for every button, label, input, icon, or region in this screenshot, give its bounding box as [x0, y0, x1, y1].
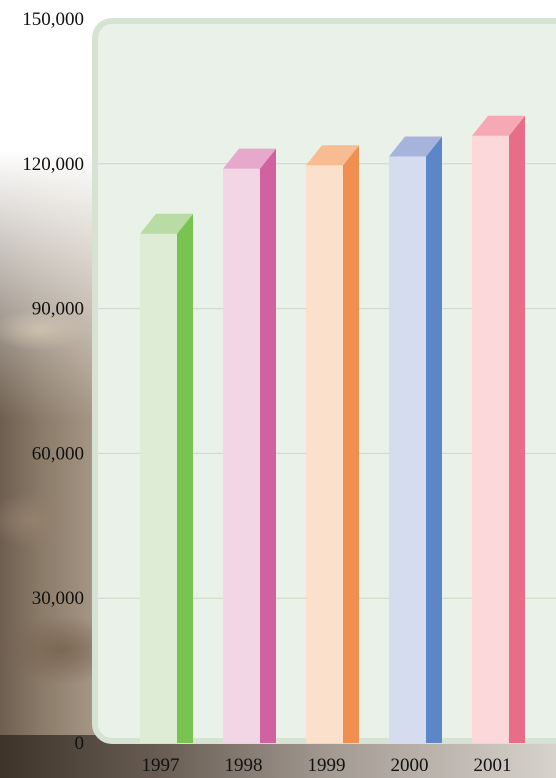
bar-side-face — [260, 148, 276, 744]
y-axis-ticks: 0 30,000 60,000 90,000 120,000 150,000 — [22, 9, 84, 754]
bar-front-face — [306, 165, 343, 744]
bar-1997 — [140, 213, 193, 743]
bar-2001 — [472, 115, 525, 744]
bar-front-face — [140, 233, 177, 743]
y-tick-label: 0 — [75, 733, 85, 754]
x-axis-ticks: 1997 1998 1999 2000 2001 — [142, 755, 512, 776]
bar-top-face — [472, 115, 525, 136]
bar-1998 — [223, 148, 276, 744]
x-tick-label: 2000 — [391, 755, 429, 776]
y-tick-label: 120,000 — [22, 154, 84, 175]
x-tick-label: 1998 — [225, 755, 263, 776]
bar-top-face — [389, 136, 442, 157]
bar-2000 — [389, 136, 442, 743]
bar-top-face — [140, 213, 193, 234]
y-tick-label: 90,000 — [32, 299, 84, 320]
bar-front-face — [223, 168, 260, 744]
bars — [140, 115, 525, 744]
x-tick-label: 2001 — [474, 755, 512, 776]
y-tick-label: 30,000 — [32, 588, 84, 609]
x-tick-label: 1997 — [142, 755, 180, 776]
bar-side-face — [426, 136, 442, 743]
bar-top-face — [223, 148, 276, 169]
y-tick-label: 150,000 — [22, 9, 84, 30]
y-tick-label: 60,000 — [32, 443, 84, 464]
bar-side-face — [177, 213, 193, 743]
bar-top-face — [306, 145, 359, 166]
bar-front-face — [472, 135, 509, 744]
bar-side-face — [343, 145, 359, 744]
bar-1999 — [306, 145, 359, 744]
bar-side-face — [509, 115, 525, 743]
bar-front-face — [389, 156, 426, 743]
x-tick-label: 1999 — [308, 755, 346, 776]
